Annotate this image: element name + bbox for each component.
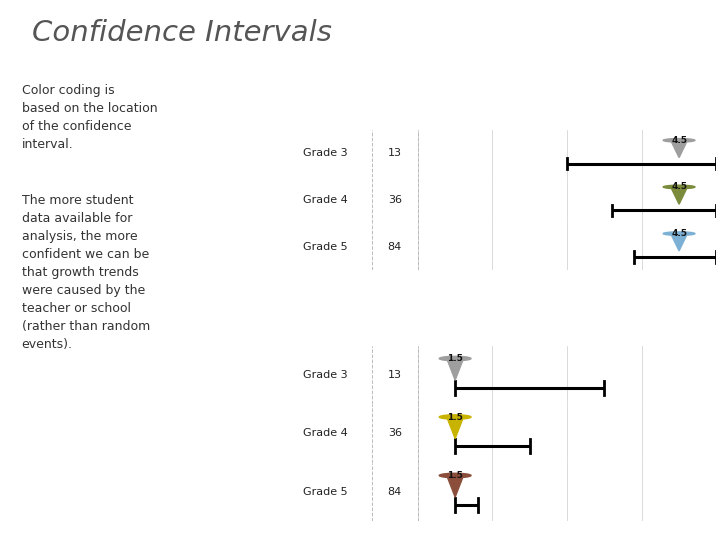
Text: (WEIGHTED): (WEIGHTED) xyxy=(371,307,419,313)
Text: 2: 2 xyxy=(490,307,495,316)
Text: 4: 4 xyxy=(639,99,644,108)
Polygon shape xyxy=(672,142,687,158)
Text: 1: 1 xyxy=(415,99,420,108)
Circle shape xyxy=(663,139,695,142)
Text: Grade 4: Grade 4 xyxy=(303,195,348,205)
Text: 1.5: 1.5 xyxy=(447,354,463,363)
Text: NUMBER OF: NUMBER OF xyxy=(372,81,418,87)
Circle shape xyxy=(439,415,471,419)
Text: (WEIGHTED): (WEIGHTED) xyxy=(371,99,419,105)
Text: 13: 13 xyxy=(388,148,402,158)
Text: 1.5: 1.5 xyxy=(447,413,463,422)
Circle shape xyxy=(439,356,471,361)
Text: MATH: MATH xyxy=(303,328,343,341)
Text: 36: 36 xyxy=(388,195,402,205)
Text: 4.5: 4.5 xyxy=(671,183,687,192)
Text: 1: 1 xyxy=(415,307,420,316)
Text: READING: READING xyxy=(303,114,366,127)
Text: 84: 84 xyxy=(388,242,402,252)
Polygon shape xyxy=(672,189,687,204)
Text: 3: 3 xyxy=(564,307,570,316)
Text: 4: 4 xyxy=(639,307,644,316)
Text: 5: 5 xyxy=(714,99,719,108)
Text: Confidence Intervals: Confidence Intervals xyxy=(32,19,332,47)
Circle shape xyxy=(439,473,471,478)
Text: The more student
data available for
analysis, the more
confident we can be
that : The more student data available for anal… xyxy=(22,194,150,352)
Text: Color coding is
based on the location
of the confidence
interval.: Color coding is based on the location of… xyxy=(22,84,157,151)
Polygon shape xyxy=(672,235,687,251)
Circle shape xyxy=(663,185,695,189)
Text: VA ESTIMATE: VA ESTIMATE xyxy=(579,284,630,290)
Text: 1.5: 1.5 xyxy=(447,471,463,480)
Text: Grade 3: Grade 3 xyxy=(303,370,348,380)
Circle shape xyxy=(663,232,695,235)
Text: 36: 36 xyxy=(388,428,402,438)
Text: 4.5: 4.5 xyxy=(671,136,687,145)
Text: Grade 5: Grade 5 xyxy=(303,242,348,252)
Text: 4.5: 4.5 xyxy=(671,229,687,238)
Text: 84: 84 xyxy=(388,487,402,497)
Text: STUDENTS: STUDENTS xyxy=(374,295,416,301)
Text: 13: 13 xyxy=(388,370,402,380)
Text: 3: 3 xyxy=(564,99,570,108)
Text: 5: 5 xyxy=(714,307,719,316)
Polygon shape xyxy=(448,478,463,497)
Text: Grade 3: Grade 3 xyxy=(303,148,348,158)
Polygon shape xyxy=(448,361,463,380)
Text: 2: 2 xyxy=(490,99,495,108)
Text: STUDENTS: STUDENTS xyxy=(374,90,416,96)
Text: VA ESTIMATE: VA ESTIMATE xyxy=(579,81,630,87)
Text: NUMBER OF: NUMBER OF xyxy=(372,284,418,290)
Polygon shape xyxy=(448,419,463,438)
Text: Grade 5: Grade 5 xyxy=(303,487,348,497)
Text: Grade 4: Grade 4 xyxy=(303,428,348,438)
